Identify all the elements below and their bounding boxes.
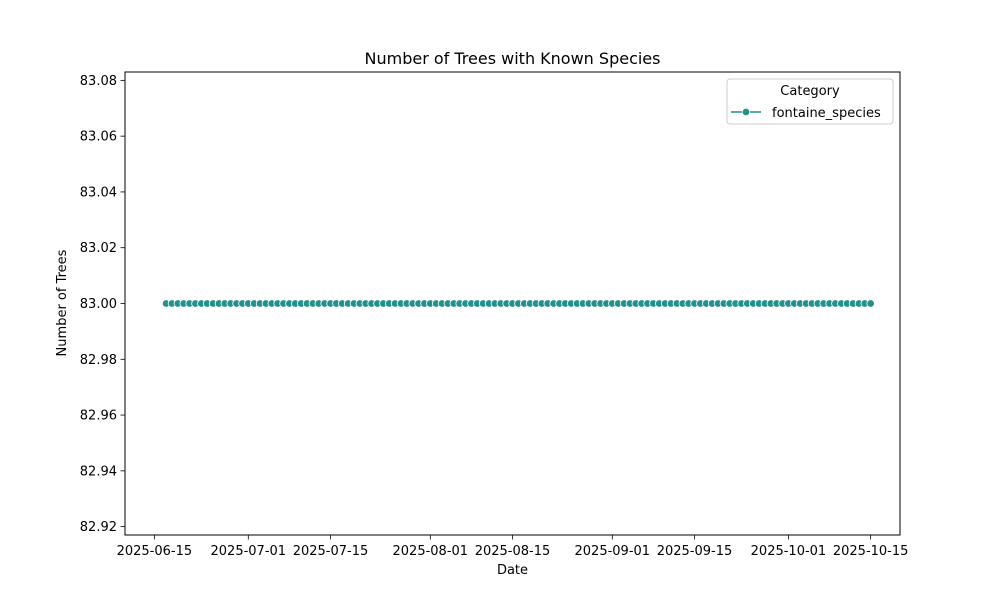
y-tick-label: 83.08 — [80, 74, 117, 89]
x-tick-label: 2025-10-15 — [833, 544, 909, 559]
legend-box — [726, 78, 894, 125]
y-tick-label: 82.98 — [80, 353, 117, 368]
x-axis-label: Date — [497, 563, 528, 578]
legend-entry-label: fontaine_species — [772, 106, 881, 121]
legend-marker-swatch — [741, 107, 751, 117]
legend: Category fontaine_species — [726, 78, 894, 125]
x-tick-label: 2025-09-01 — [575, 544, 651, 559]
y-tick-label: 82.92 — [80, 520, 117, 535]
x-tick-label: 2025-08-01 — [393, 544, 469, 559]
x-tick-label: 2025-06-15 — [117, 544, 193, 559]
plot-frame — [124, 71, 901, 536]
x-tick-label: 2025-09-15 — [657, 544, 733, 559]
y-axis: 82.92 82.94 82.96 82.98 83.00 83.02 83.04 83.06… — [80, 74, 125, 535]
y-tick-label: 82.96 — [80, 409, 117, 424]
legend-title: Category — [780, 84, 840, 99]
x-tick-label: 2025-10-01 — [751, 544, 827, 559]
y-tick-label: 83.00 — [80, 297, 117, 312]
x-tick-label: 2025-07-15 — [293, 544, 369, 559]
y-axis-label: Number of Trees — [55, 249, 70, 356]
y-tick-label: 83.02 — [80, 241, 117, 256]
x-tick-label: 2025-08-15 — [475, 544, 551, 559]
y-tick-label: 83.04 — [80, 185, 117, 200]
y-tick-label: 83.06 — [80, 130, 117, 145]
x-axis: 2025-06-15 2025-07-01 2025-07-15 2025-08-01… — [117, 535, 909, 559]
chart-title: Number of Trees with Known Species — [365, 49, 661, 68]
x-tick-label: 2025-07-01 — [211, 544, 287, 559]
y-tick-label: 82.94 — [80, 464, 117, 479]
plot-area — [161, 299, 875, 308]
data-point — [866, 299, 875, 308]
